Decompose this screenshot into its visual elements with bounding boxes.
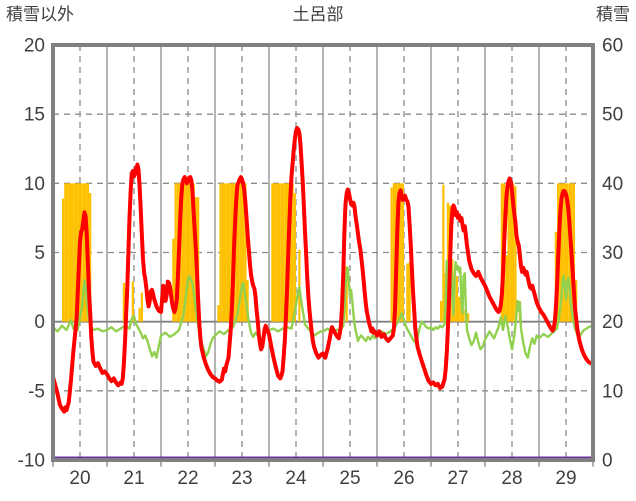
tick-label: -10 — [18, 451, 45, 472]
tick-label: 22 — [177, 468, 198, 489]
tick-label: 27 — [447, 468, 468, 489]
chart-frame — [51, 43, 595, 467]
tick-label: 21 — [123, 468, 144, 489]
green-series-line — [53, 259, 593, 359]
grid-layer — [53, 45, 593, 460]
tick-label: 15 — [24, 105, 45, 126]
tick-label: 23 — [231, 468, 252, 489]
tick-label: 24 — [285, 468, 307, 489]
left-axis-title: 積雪以外 — [6, 5, 74, 24]
tick-label: 10 — [602, 381, 623, 402]
tick-label: 30 — [602, 243, 623, 264]
red-series-line — [53, 126, 593, 414]
tick-label: 25 — [339, 468, 360, 489]
tick-label: 0 — [34, 312, 45, 333]
tick-label: 29 — [555, 468, 576, 489]
tick-label: 40 — [602, 174, 623, 195]
tick-label: 50 — [602, 105, 623, 126]
tick-label: -5 — [28, 381, 45, 402]
tick-label: 20 — [24, 36, 45, 57]
tick-label: 20 — [69, 468, 90, 489]
tick-label: 26 — [393, 468, 414, 489]
tick-label: 60 — [602, 36, 623, 57]
tick-label: 0 — [602, 451, 613, 472]
tick-label: 20 — [602, 312, 623, 333]
tick-label: 5 — [34, 243, 45, 264]
right-axis-title: 積雪 — [596, 5, 630, 24]
tick-label: 28 — [501, 468, 522, 489]
tick-label: 10 — [24, 174, 45, 195]
chart-title: 土呂部 — [292, 5, 344, 24]
